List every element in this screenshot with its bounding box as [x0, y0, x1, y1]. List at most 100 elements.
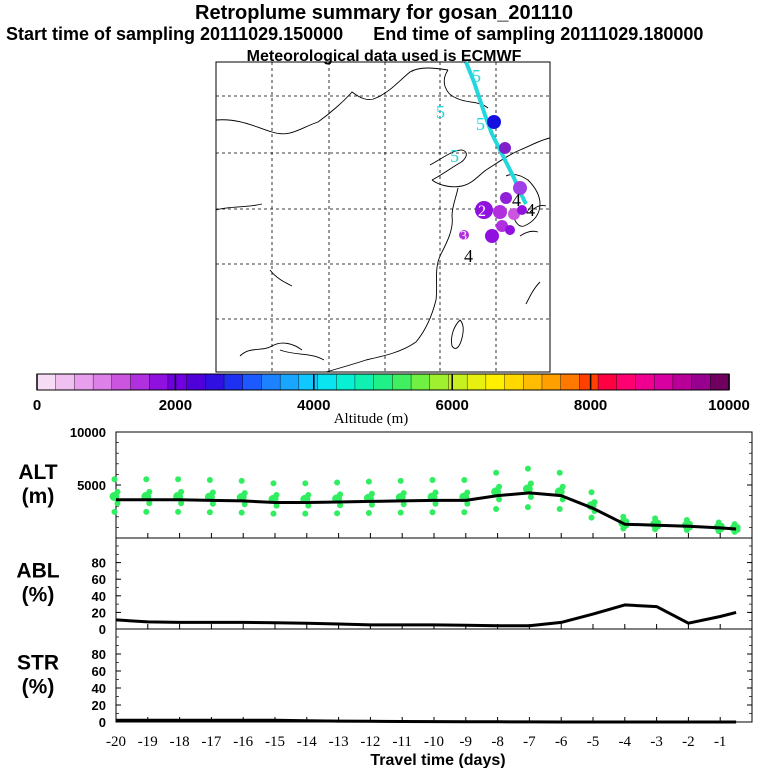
colorbar-swatch: [523, 373, 543, 391]
particle-point: [143, 508, 150, 515]
marker: [485, 229, 499, 243]
y-tick-label: 0: [99, 715, 106, 730]
particle-point: [143, 476, 150, 483]
colorbar-swatch: [261, 373, 281, 391]
colorbar-swatch: [336, 373, 356, 391]
colorbar-tick-label: 8000: [574, 397, 607, 414]
particle-point: [429, 477, 436, 484]
marker: [505, 225, 515, 235]
y-tick-label: 80: [92, 556, 106, 571]
level-label: 5: [450, 146, 459, 166]
level-label: 5: [472, 66, 481, 86]
particle-point: [493, 505, 500, 512]
y-tick-label: 40: [92, 681, 106, 696]
particle-point: [496, 483, 503, 490]
particle-point: [522, 484, 533, 494]
colorbar-tick-label: 2000: [159, 397, 192, 414]
colorbar-swatch: [710, 373, 730, 391]
colorbar-swatch: [279, 373, 300, 391]
colorbar-swatch: [55, 373, 76, 391]
colorbar-ticks: 0 2000 4000 6000 8000 10000: [33, 374, 750, 414]
colorbar-swatch: [635, 373, 655, 391]
str-series-line: [116, 718, 737, 724]
particle-point: [302, 510, 309, 517]
particle-point: [715, 519, 722, 526]
particle-point: [588, 489, 595, 496]
level-label: 2: [478, 203, 486, 220]
colorbar-swatch: [541, 373, 562, 391]
y-tick-label: 5000: [77, 478, 106, 493]
level-label: 4: [464, 246, 473, 266]
end-time-label: End time of sampling 20111029.180000: [373, 24, 704, 44]
particle-point: [429, 509, 436, 516]
particle-point: [524, 504, 531, 511]
particle-point: [175, 476, 182, 483]
particle-point: [559, 483, 566, 490]
particle-point: [238, 509, 245, 516]
particle-point: [556, 469, 563, 476]
trajectory-track: 5 5 5 5 4 4 4 3 2: [436, 61, 535, 266]
colorbar-swatch: [485, 373, 506, 391]
trajectory-map: 5 5 5 5 4 4 4 3 2: [215, 61, 551, 373]
colorbar-swatch: [223, 373, 244, 391]
x-tick-label: -20: [106, 734, 126, 750]
marker: [496, 220, 508, 232]
x-tick-label: -12: [360, 734, 380, 750]
colorbar-swatch: [504, 373, 524, 391]
colorbar-swatch: [111, 373, 132, 391]
particle-point: [556, 505, 563, 512]
level-label: 5: [476, 114, 485, 134]
colorbar-tick-label: 6000: [436, 397, 469, 414]
colorbar-swatch: [653, 373, 674, 391]
colorbar-swatch: [466, 373, 487, 391]
x-tick-label: -3: [650, 734, 663, 750]
level-label: 4: [526, 200, 535, 220]
particle-point: [683, 517, 690, 524]
colorbar-swatch: [448, 373, 468, 391]
particle-point: [524, 465, 531, 472]
particle-point: [241, 490, 248, 497]
particle-point: [432, 500, 439, 507]
colorbar-swatch: [429, 373, 450, 391]
particle-point: [496, 496, 503, 503]
y-tick-label: 40: [92, 589, 106, 604]
marker: [475, 201, 493, 219]
particle-point: [432, 489, 439, 496]
altitude-colorbar: [36, 373, 730, 391]
particle-point: [368, 501, 375, 508]
marker: [517, 205, 527, 215]
particle-point: [527, 480, 534, 487]
particle-point: [273, 502, 280, 509]
colorbar-swatch: [92, 373, 113, 391]
colorbar-swatch: [691, 373, 711, 391]
y-tick-label: 20: [92, 605, 106, 620]
y-axis-label: (m): [22, 485, 55, 508]
particle-point: [591, 499, 598, 506]
level-label: 4: [512, 190, 521, 210]
particle-point: [302, 480, 309, 487]
panel-str: 80 60 40 20 0 STR(%): [17, 628, 753, 730]
y-tick-label: 60: [92, 572, 106, 587]
x-tick-label: -15: [265, 734, 285, 750]
y-tick-label: 0: [99, 622, 106, 637]
x-tick-label: -8: [491, 734, 504, 750]
x-tick-label: -1: [714, 734, 727, 750]
alt-series-line: [116, 491, 737, 531]
colorbar-tick-label: 10000: [708, 397, 750, 414]
colorbar-swatch: [597, 373, 618, 391]
particle-point: [527, 494, 534, 501]
level-label: 5: [436, 102, 445, 122]
marker: [459, 230, 469, 240]
met-data-label: Meteorological data used is ECMWF: [247, 48, 522, 65]
colorbar-swatch: [74, 373, 94, 391]
x-tick-label: -7: [523, 734, 536, 750]
altitude-level-labels: 5 5 5 5 4 4 4 3 2: [436, 66, 535, 266]
y-tick-label: 60: [92, 664, 106, 679]
particle-point: [368, 490, 375, 497]
particle-point: [493, 469, 500, 476]
x-tick-label: -17: [201, 734, 221, 750]
x-tick-label: -13: [329, 734, 349, 750]
particle-point: [461, 477, 468, 484]
particle-point: [209, 500, 216, 507]
